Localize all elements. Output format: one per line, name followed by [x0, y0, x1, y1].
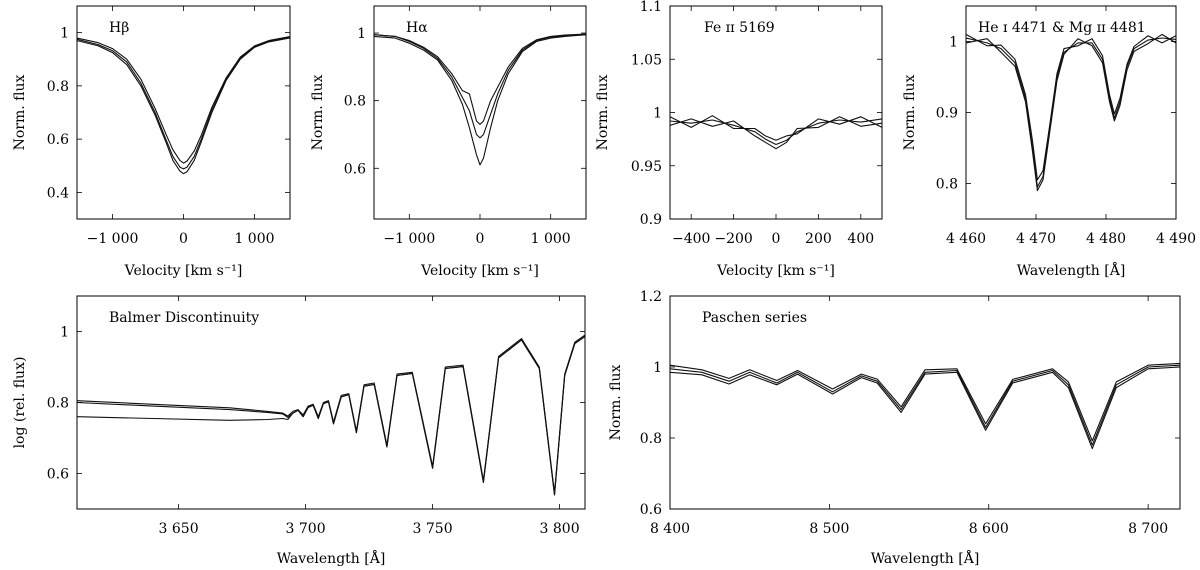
x-tick-label: 3 750 [413, 521, 453, 537]
y-axis-label: Norm. flux [902, 74, 918, 150]
y-tick-label: 1 [60, 26, 69, 42]
traces [77, 36, 290, 175]
x-tick-label: 8 600 [969, 521, 1009, 537]
y-axis-label: Norm. flux [595, 74, 611, 150]
panel-4: 4 460 4 470 4 480 4 490 0.8 0.9 1 He ɪ 4471 & M… [902, 5, 1196, 279]
y-tick-label: 0.8 [47, 79, 69, 95]
spectrum-trace-1 [670, 118, 882, 146]
x-tick-label: 3 800 [540, 521, 580, 537]
y-tick-label: 1.1 [640, 0, 662, 15]
spectrum-trace-1 [670, 364, 1180, 446]
y-tick-label: 0.8 [640, 431, 662, 447]
y-tick-label: 1.2 [640, 289, 662, 305]
y-tick-label: 0.8 [47, 396, 69, 412]
y-tick-label: 0.9 [936, 106, 958, 122]
panel-1: −1 000 0 1 000 0.4 0.6 0.8 1 Hβ Velocity [km s⁻¹… [12, 5, 291, 279]
x-tick-label: 400 [847, 231, 874, 247]
plot-frame [669, 5, 883, 220]
y-axis-label: Norm. flux [12, 74, 28, 150]
panel-2: −1 000 0 1 000 0.6 0.8 1 Hα Velocity [km s⁻¹] No… [310, 5, 587, 279]
spectrum-trace-3 [670, 362, 1180, 442]
x-tick-label: 0 [179, 231, 188, 247]
y-tick-label: 0.6 [344, 161, 366, 177]
y-axis-label: Norm. flux [310, 74, 326, 150]
y-axis-label: Norm. flux [608, 364, 624, 440]
spectrum-trace-2 [670, 366, 1180, 450]
panel-title: He ɪ 4471 & Mg ɪɪ 4481 [978, 20, 1146, 36]
plot-frame [669, 295, 1181, 510]
x-axis-label: Wavelength [Å] [1017, 261, 1126, 279]
traces [77, 334, 585, 496]
spectrum-trace-2 [77, 36, 290, 170]
panel-title: Hβ [109, 20, 129, 36]
spectrum-trace-2 [670, 116, 882, 150]
x-axis-label: Velocity [km s⁻¹] [420, 263, 539, 279]
x-tick-label: 4 460 [946, 231, 986, 247]
x-axis-label: Wavelength [Å] [871, 549, 980, 567]
x-tick-label: 0 [772, 231, 781, 247]
y-tick-label: 0.6 [640, 502, 662, 518]
traces [374, 33, 586, 166]
panel-title: Hα [406, 20, 428, 36]
x-tick-label: 1 000 [234, 231, 274, 247]
y-tick-label: 1 [357, 26, 366, 42]
y-axis-label: log (rel. flux) [12, 357, 28, 449]
x-tick-label: 4 470 [1016, 231, 1056, 247]
plot-frame [76, 5, 291, 220]
y-tick-label: 1 [653, 360, 662, 376]
panel-6: 8 400 8 500 8 600 8 700 0.6 0.8 1 1.2 Paschen se… [608, 289, 1181, 567]
x-axis-label: Wavelength [Å] [277, 549, 386, 567]
panel-title: Balmer Discontinuity [109, 310, 259, 326]
spectrum-trace-3 [670, 115, 882, 141]
spectrum-trace-3 [374, 33, 586, 125]
traces [670, 115, 882, 150]
x-tick-label: 1 000 [531, 231, 571, 247]
y-tick-label: 1 [653, 106, 662, 122]
spectrum-trace-3 [77, 36, 290, 164]
x-tick-label: −1 000 [87, 231, 139, 247]
spectrum-trace-2 [374, 34, 586, 139]
y-tick-label: 0.8 [936, 177, 958, 193]
panel-title: Fe ɪɪ 5169 [704, 20, 775, 36]
spectrum-trace-3 [966, 33, 1176, 181]
y-tick-label: 0.4 [47, 185, 69, 201]
x-tick-label: 4 480 [1086, 231, 1126, 247]
panel-title: Paschen series [702, 310, 807, 326]
y-tick-label: 1 [949, 35, 958, 51]
spectrum-trace-2 [77, 336, 585, 496]
panel-3: −400 −200 0 200 400 0.9 0.95 1 1.05 1.1 Fe ɪɪ 5169… [595, 0, 883, 279]
spectrum-trace-1 [966, 37, 1176, 188]
y-tick-label: 0.9 [640, 212, 662, 228]
x-tick-label: −1 000 [383, 231, 435, 247]
x-tick-label: 8 400 [650, 521, 690, 537]
spectrum-trace-3 [77, 336, 585, 496]
y-tick-label: 0.95 [631, 159, 662, 175]
y-tick-label: 0.8 [344, 94, 366, 110]
x-tick-label: −200 [714, 231, 752, 247]
spectrum-trace-1 [77, 37, 290, 175]
traces [966, 33, 1176, 192]
x-tick-label: 4 490 [1156, 231, 1196, 247]
x-tick-label: 8 500 [809, 521, 849, 537]
x-axis-label: Velocity [km s⁻¹] [124, 263, 243, 279]
y-tick-label: 0.6 [47, 132, 69, 148]
x-tick-label: 8 700 [1128, 521, 1168, 537]
y-tick-label: 0.6 [47, 467, 69, 483]
x-tick-label: 200 [805, 231, 832, 247]
plot-frame [76, 295, 586, 510]
x-tick-label: 3 700 [286, 521, 326, 537]
spectrum-trace-2 [966, 33, 1176, 192]
traces [670, 362, 1180, 450]
panel-5: 3 650 3 700 3 750 3 800 0.6 0.8 1 Balmer Discon… [12, 295, 586, 567]
y-tick-label: 1 [60, 325, 69, 341]
x-axis-label: Velocity [km s⁻¹] [716, 263, 835, 279]
y-tick-label: 1.05 [631, 52, 662, 68]
x-tick-label: −400 [672, 231, 710, 247]
spectrum-trace-1 [374, 34, 586, 166]
x-tick-label: 0 [476, 231, 485, 247]
x-tick-label: 3 650 [159, 521, 199, 537]
